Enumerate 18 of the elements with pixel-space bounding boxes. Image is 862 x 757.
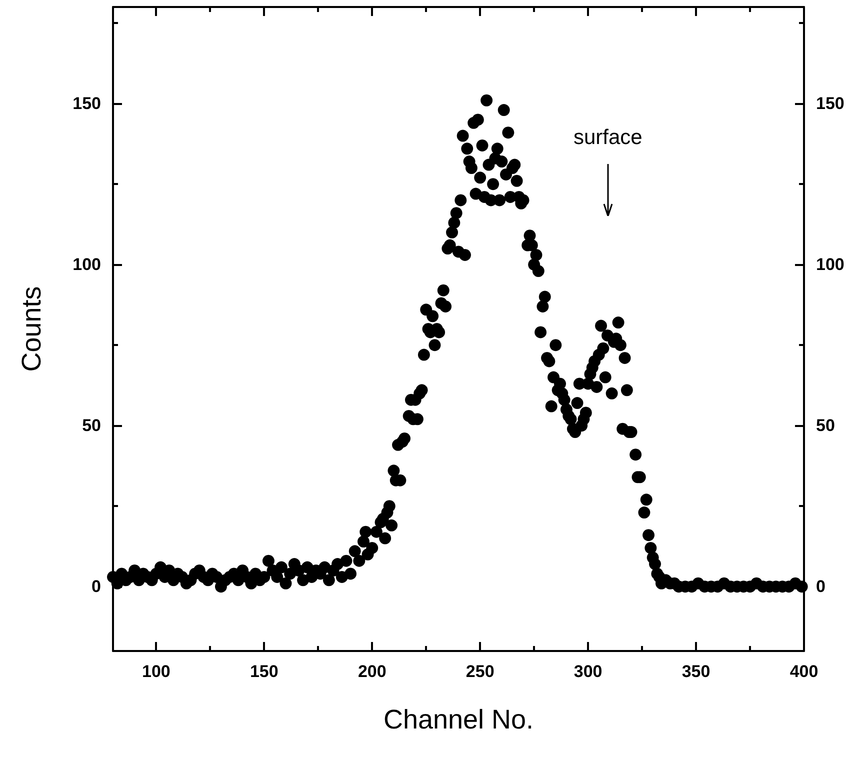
x-axis-title: Channel No. <box>383 704 534 734</box>
y-axis-title: Counts <box>16 286 46 372</box>
x-tick-label: 100 <box>142 662 170 681</box>
x-tick-label: 300 <box>574 662 602 681</box>
x-tick-label: 250 <box>466 662 494 681</box>
y-tick-label: 50 <box>82 416 101 436</box>
y2-tick-label: 150 <box>816 94 844 114</box>
y2-tick-label: 0 <box>816 577 826 596</box>
x-tick-label: 400 <box>790 662 818 681</box>
annotation: surface <box>574 126 642 150</box>
y-tick-label: 150 <box>72 94 101 114</box>
y-tick-label: 100 <box>72 255 101 274</box>
y2-tick-label: 50 <box>816 416 835 436</box>
y-tick-label: 0 <box>92 577 101 596</box>
x-tick-label: 150 <box>250 662 278 681</box>
x-tick-label: 200 <box>358 662 386 681</box>
x-tick-label: 350 <box>682 662 710 681</box>
y2-tick-label: 100 <box>816 255 844 274</box>
